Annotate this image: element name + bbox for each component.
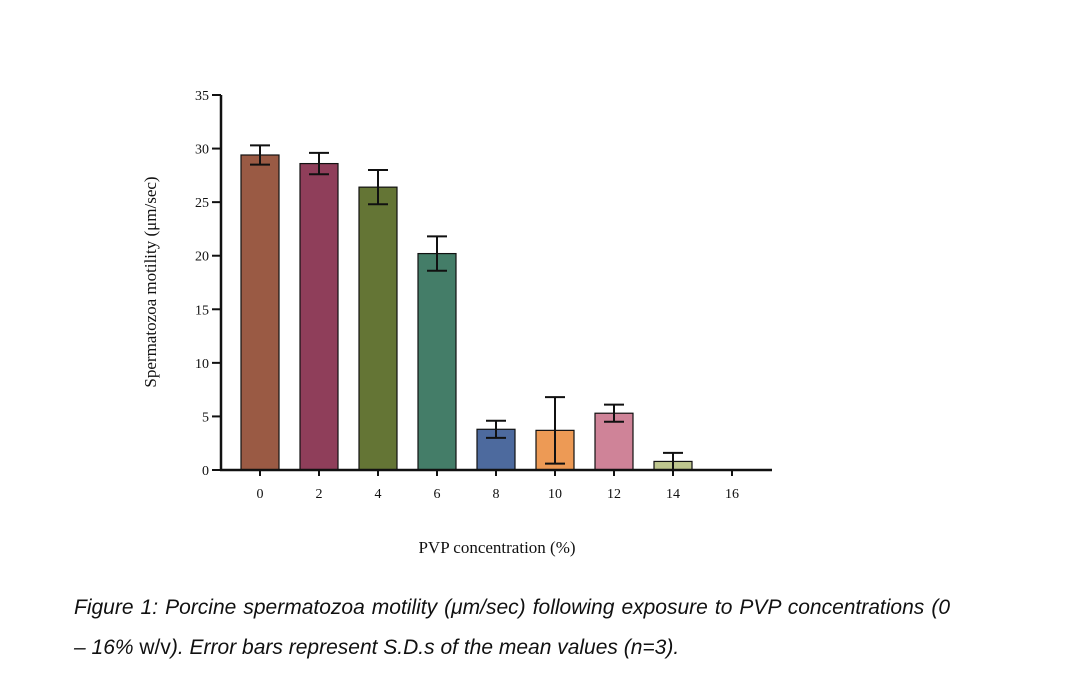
y-tick-label-0: 0 [202,464,209,479]
error-bar-8 [486,419,506,439]
bar-chart: 0 2 4 6 8 10 12 14 16 0 5 10 15 20 25 30 35 PVP concentr… [141,89,772,557]
y-tick-label-5: 5 [202,410,209,425]
figure-caption: Figure 1: Porcine spermatozoa motility (… [74,588,950,668]
x-tick-label-0: 0 [257,487,264,502]
y-tick-label-10: 10 [195,357,209,372]
bar-0 [240,154,280,471]
error-bar-4 [368,169,388,206]
error-bar-6 [427,235,447,272]
bar-2 [299,162,339,471]
caption-text-1: Figure 1: Porcine spermatozoa motility (… [74,596,950,659]
error-bar-2 [309,151,329,176]
y-tick-label-30: 30 [195,143,209,158]
caption-text-2: ). Error bars represent S.D.s of the mea… [170,636,680,659]
y-tick-label-35: 35 [195,89,209,104]
bars-layer [240,154,693,471]
x-tick-label-4: 4 [375,487,382,502]
x-tick-label-10: 10 [548,487,562,502]
tick-labels-layer: 0 2 4 6 8 10 12 14 16 0 5 10 15 20 25 30 35 [195,89,739,502]
error-bar-10 [545,396,565,465]
x-tick-label-12: 12 [607,487,621,502]
y-axis-title: Spermatozoa motility (μm/sec) [141,176,160,387]
x-tick-label-6: 6 [434,487,441,502]
x-tick-label-2: 2 [316,487,323,502]
y-tick-label-15: 15 [195,303,209,318]
x-tick-label-8: 8 [493,487,500,502]
bar-4 [358,186,398,471]
y-tick-label-25: 25 [195,196,209,211]
axes-layer [212,94,772,476]
caption-unit-text: w/v [139,636,171,659]
x-tick-label-14: 14 [666,487,680,502]
y-tick-label-20: 20 [195,250,209,265]
x-tick-label-16: 16 [725,487,739,502]
error-bar-0 [250,144,270,166]
bar-6 [417,252,457,471]
x-axis-title: PVP concentration (%) [418,538,575,557]
error-bar-12 [604,403,624,423]
